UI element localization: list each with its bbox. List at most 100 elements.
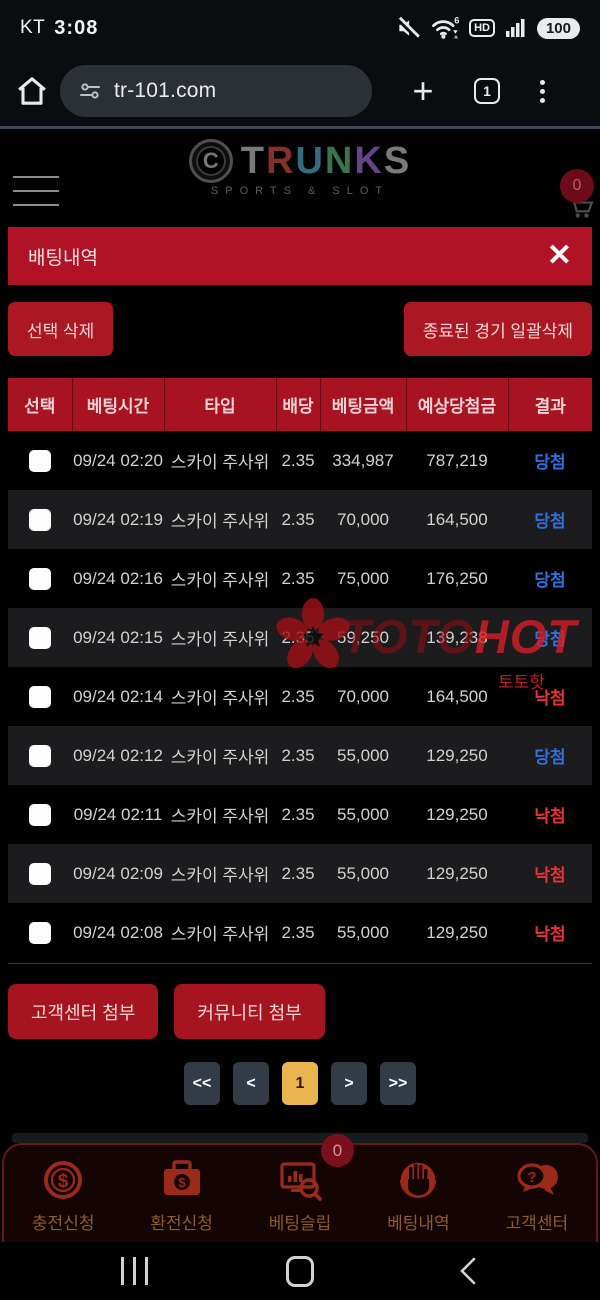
delete-selected-button[interactable]: 선택 삭제 <box>8 302 114 356</box>
row-amount: 55,000 <box>320 726 406 785</box>
attach-support-button[interactable]: 고객센터 첨부 <box>8 984 159 1039</box>
nav-item-bet-history[interactable]: 베팅내역 <box>359 1145 477 1242</box>
address-bar[interactable]: tr-101.com <box>60 65 372 117</box>
site-logo[interactable]: C TRUNKS SPORTS & SLOT <box>0 139 600 197</box>
row-checkbox[interactable] <box>29 744 51 767</box>
nav-label: 충전신청 <box>31 1214 95 1233</box>
browser-page-divider <box>0 126 600 129</box>
hand-ball-icon <box>399 1161 438 1198</box>
bet-history-table: 선택 베팅시간 타입 배당 베팅금액 예상당첨금 결과 09/24 02:20 … <box>8 378 592 962</box>
row-type: 스카이 주사위 <box>164 490 276 549</box>
delete-finished-button[interactable]: 종료된 경기 일괄삭제 <box>403 302 592 356</box>
row-result: 낙첨 <box>534 807 566 826</box>
page-last-button[interactable]: >> <box>380 1062 416 1105</box>
row-amount: 70,000 <box>320 490 406 549</box>
browser-menu-icon[interactable] <box>540 79 546 103</box>
row-odds: 2.35 <box>281 804 315 824</box>
row-amount: 55,000 <box>320 844 406 903</box>
row-odds: 2.35 <box>276 490 320 549</box>
bottom-nav: 0 $ 충전신청 $ 환전신청 <box>2 1134 598 1242</box>
row-result: 당첨 <box>534 453 566 472</box>
cart-badge: 0 <box>560 169 594 203</box>
row-checkbox[interactable] <box>29 567 51 590</box>
page-first-button[interactable]: << <box>184 1062 220 1105</box>
logo-tagline: SPORTS & SLOT <box>210 185 390 197</box>
row-type: 스카이 주사위 <box>164 608 276 667</box>
nav-item-withdraw[interactable]: $ 환전신청 <box>122 1145 240 1242</box>
table-row: 09/24 02:08 스카이 주사위 2.35 55,000 129,250 … <box>8 903 592 962</box>
svg-text:?: ? <box>527 1169 536 1186</box>
nav-item-deposit[interactable]: $ 충전신청 <box>4 1145 122 1242</box>
betslip-cart[interactable]: 0 <box>560 169 594 224</box>
row-result: 당첨 <box>508 608 592 667</box>
row-checkbox[interactable] <box>29 921 51 944</box>
nav-item-betslip[interactable]: 베팅슬립 <box>241 1145 359 1242</box>
table-row: 09/24 02:16 스카이 주사위 2.35 75,000 176,250 … <box>8 549 592 608</box>
row-type: 스카이 주사위 <box>170 925 270 944</box>
table-row: 09/24 02:15 스카이 주사위 2.35 59,250 139,238 … <box>8 608 592 667</box>
signal-icon <box>505 19 525 37</box>
row-checkbox[interactable] <box>29 685 51 708</box>
row-amount: 70,000 <box>337 686 389 706</box>
page-prev-button[interactable]: < <box>233 1062 269 1105</box>
new-tab-button[interactable]: + <box>412 70 434 111</box>
row-odds: 2.35 <box>276 726 320 785</box>
android-home-icon[interactable] <box>286 1256 314 1287</box>
table-row: 09/24 02:09 스카이 주사위 2.35 55,000 129,250 … <box>8 844 592 903</box>
col-expected-win: 예상당첨금 <box>405 378 508 431</box>
page-1-button[interactable]: 1 <box>282 1062 318 1105</box>
row-checkbox[interactable] <box>29 508 51 531</box>
row-time: 09/24 02:09 <box>72 844 164 903</box>
site-header: C TRUNKS SPORTS & SLOT 0 <box>0 129 600 227</box>
table-row: 09/24 02:19 스카이 주사위 2.35 70,000 164,500 … <box>8 490 592 549</box>
close-icon[interactable]: ✕ <box>546 239 572 272</box>
row-time: 09/24 02:11 <box>73 804 163 824</box>
row-checkbox[interactable] <box>29 449 51 472</box>
row-checkbox[interactable] <box>29 803 51 826</box>
status-bar: KT 3:08 6 HD <box>0 0 600 56</box>
col-bet-time: 베팅시간 <box>71 378 164 431</box>
table-row: 09/24 02:20 스카이 주사위 2.35 334,987 787,219… <box>8 431 592 490</box>
row-type: 스카이 주사위 <box>170 807 270 826</box>
row-result: 낙첨 <box>534 925 566 944</box>
col-result: 결과 <box>507 378 592 431</box>
coin-dollar-icon: $ <box>44 1161 83 1199</box>
recents-icon[interactable] <box>121 1257 148 1285</box>
col-select: 선택 <box>8 378 72 431</box>
nav-label: 베팅내역 <box>387 1214 450 1233</box>
back-icon[interactable] <box>459 1257 477 1285</box>
row-type: 스카이 주사위 <box>164 726 276 785</box>
col-odds: 배당 <box>275 378 320 431</box>
row-odds: 2.35 <box>276 844 320 903</box>
site-settings-icon[interactable] <box>78 79 102 103</box>
nav-item-support[interactable]: ? 고객센터 <box>478 1145 596 1242</box>
wifi6-icon: 6 <box>432 15 459 39</box>
nav-label: 고객센터 <box>505 1214 569 1233</box>
hamburger-menu-icon[interactable] <box>13 176 59 218</box>
row-expected: 787,219 <box>426 450 488 470</box>
briefcase-dollar-icon: $ <box>163 1160 200 1195</box>
betslip-count-badge: 0 <box>321 1134 354 1167</box>
col-type: 타입 <box>163 378 276 431</box>
row-amount: 75,000 <box>337 568 389 588</box>
support-chat-icon: ? <box>517 1163 558 1195</box>
row-expected: 164,500 <box>406 490 508 549</box>
row-type: 스카이 주사위 <box>170 571 270 590</box>
row-expected: 139,238 <box>406 608 508 667</box>
page-next-button[interactable]: > <box>331 1062 367 1105</box>
svg-text:$: $ <box>58 1171 69 1192</box>
row-expected: 129,250 <box>426 922 488 942</box>
modal-header: 배팅내역 ✕ <box>8 227 592 285</box>
logo-emblem: C <box>188 139 233 183</box>
nav-label: 환전신청 <box>150 1214 213 1233</box>
attach-community-button[interactable]: 커뮤니티 첨부 <box>174 984 325 1039</box>
row-result: 낙첨 <box>508 844 592 903</box>
tab-switcher-button[interactable]: 1 <box>474 78 500 104</box>
logo-text: TRUNKS <box>240 139 412 182</box>
row-odds: 2.35 <box>276 608 320 667</box>
row-type: 스카이 주사위 <box>170 453 270 472</box>
row-checkbox[interactable] <box>29 862 51 885</box>
row-checkbox[interactable] <box>29 626 51 649</box>
home-icon[interactable] <box>14 73 50 109</box>
table-row: 09/24 02:14 스카이 주사위 2.35 70,000 164,500 … <box>8 667 592 726</box>
